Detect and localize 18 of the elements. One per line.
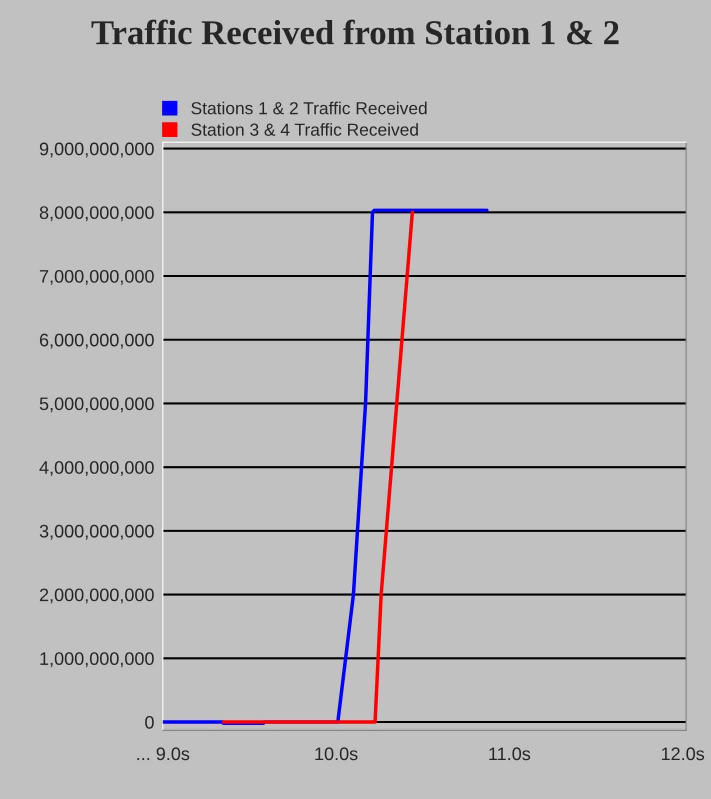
legend-label: Station 3 & 4 Traffic Received: [191, 123, 418, 136]
y-tick-label: 3,000,000,000: [40, 524, 154, 540]
y-tick-label: 5,000,000,000: [40, 397, 154, 412]
line-series: [222, 210, 414, 724]
x-tick-label: 11.0s: [489, 747, 530, 760]
x-tick-label: 12.0s: [662, 747, 704, 760]
y-tick-label: 0: [145, 716, 154, 729]
x-tick-label: 10.0s: [315, 747, 358, 760]
chart-title: Traffic Received from Station 1 & 2: [91, 20, 619, 44]
y-tick-label: 7,000,000,000: [40, 270, 154, 285]
y-tick-label: 8,000,000,000: [40, 206, 154, 222]
y-tick-label: 1,000,000,000: [40, 652, 154, 668]
y-tick-label: 6,000,000,000: [40, 334, 154, 349]
y-tick-label: 9,000,000,000: [40, 142, 154, 158]
y-tick-label: 2,000,000,000: [40, 588, 154, 604]
y-tick-label: 4,000,000,000: [39, 461, 154, 476]
x-tick-label: ... 9.0s: [137, 747, 190, 760]
legend-label: Stations 1 & 2 Traffic Received: [191, 102, 427, 114]
